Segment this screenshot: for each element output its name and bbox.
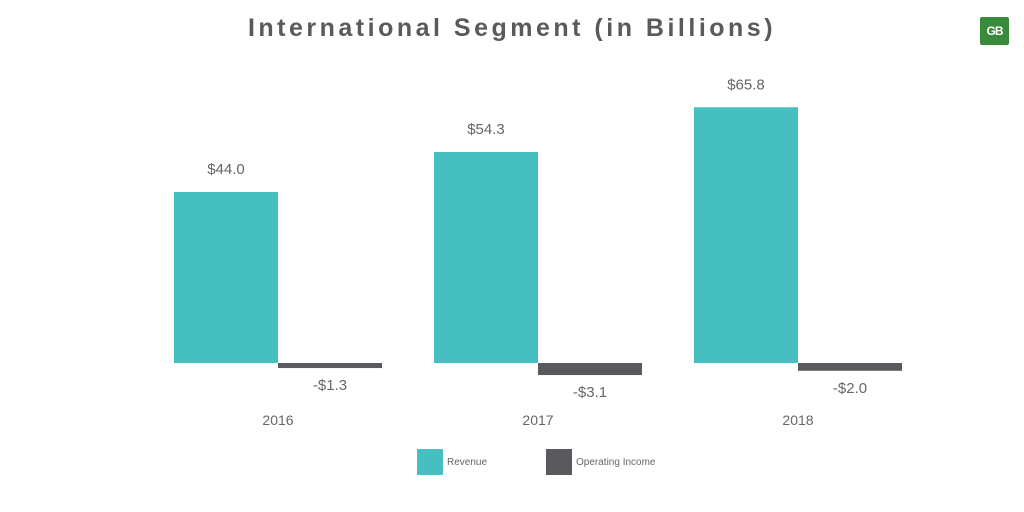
- data-label-operating-income-2017: -$3.1: [573, 384, 607, 401]
- data-label-revenue-2016: $44.0: [207, 161, 245, 178]
- data-label-operating-income-2016: -$1.3: [313, 377, 347, 394]
- legend-label-operating-income: Operating Income: [576, 457, 656, 468]
- legend-swatch-revenue: [417, 449, 443, 475]
- legend-swatch-operating-income: [546, 449, 572, 475]
- bar-operating-income-2016: [278, 363, 382, 369]
- data-label-revenue-2018: $65.8: [727, 76, 765, 93]
- bar-revenue-2016: [174, 192, 278, 363]
- logo-badge: GB: [980, 17, 1009, 45]
- x-tick-label-2017: 2017: [522, 412, 553, 428]
- logo-text: GB: [986, 24, 1004, 38]
- bars-layer: [174, 107, 902, 376]
- bar-operating-income-2017: [538, 363, 642, 376]
- data-label-operating-income-2018: -$2.0: [833, 380, 867, 397]
- legend-label-revenue: Revenue: [447, 457, 487, 468]
- chart-title: International Segment (in Billions): [247, 14, 777, 42]
- legend-layer: Revenue Operating Income: [417, 449, 656, 475]
- x-tick-label-2016: 2016: [262, 412, 293, 428]
- ticks-layer: 2016 2017 2018: [262, 412, 813, 428]
- x-tick-label-2018: 2018: [782, 412, 813, 428]
- bar-revenue-2018: [694, 107, 798, 363]
- bar-operating-income-2018: [798, 363, 902, 371]
- bar-revenue-2017: [434, 151, 538, 363]
- labels-layer: $44.0 -$1.3 $54.3 -$3.1 $65.8 -$2.0: [207, 76, 867, 401]
- data-label-revenue-2017: $54.3: [467, 121, 505, 138]
